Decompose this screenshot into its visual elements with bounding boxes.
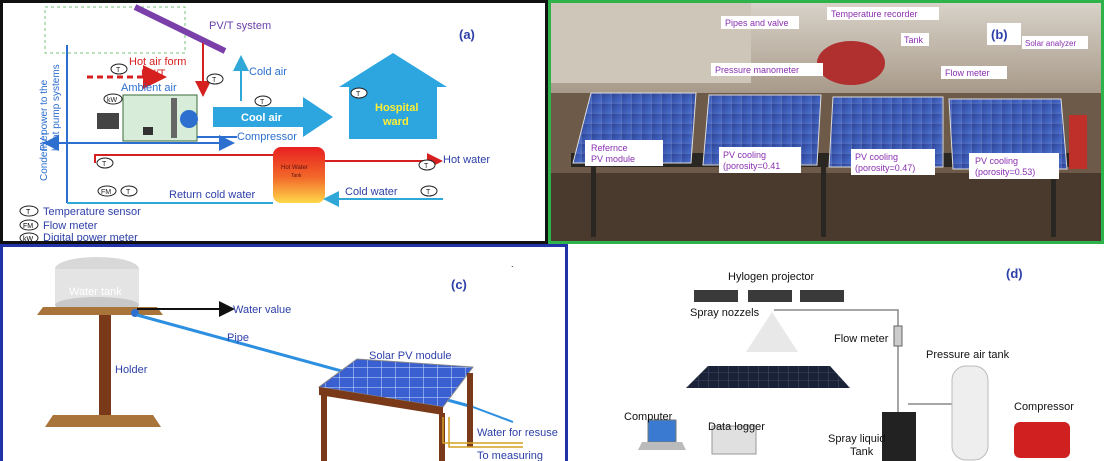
solar-analyzer-label: Solar analyzer	[1025, 39, 1076, 48]
sensor-fm-1: FM	[101, 189, 111, 196]
pvt-label: PV/T	[141, 68, 166, 80]
hot-water-label: Hot water	[443, 154, 490, 166]
tank-label-tank: Tank	[291, 173, 302, 179]
pressure-tank-label: Pressure air tank	[926, 349, 1010, 361]
data-logger-label: Data logger	[708, 421, 765, 433]
spray-nozzels-label: Spray nozzels	[690, 307, 760, 319]
tank-label-hot: Hot Water	[281, 165, 308, 171]
panel-d-svg: (d) Hylogen projector Spray nozzels Flow…	[624, 266, 1074, 461]
pv-cooling-panel-3	[948, 98, 1068, 170]
legend-temperature: Temperature sensor	[43, 206, 141, 218]
spray-liquid-label: Spray liquid	[828, 433, 885, 445]
ambient-air-label: Ambient air	[121, 82, 177, 94]
legend-kw-symbol: kW	[23, 236, 34, 241]
reference-label-2: PV module	[591, 154, 635, 164]
panel-c-water-system: . (c) Water tank Water value Pipe Holder…	[0, 244, 568, 461]
compressor-d-label: Compressor	[1014, 401, 1074, 413]
panel-b-tag: (b)	[991, 27, 1008, 42]
cool-air-arrow	[213, 97, 333, 137]
panel-a-tag: (a)	[459, 27, 475, 42]
pressure-air-tank	[951, 365, 989, 461]
pipe-label: Pipe	[227, 332, 249, 344]
pv-cooling-2-label: PV cooling	[855, 152, 898, 162]
water-tank-label: Water tank	[69, 286, 122, 298]
hospital-label: Hospital	[375, 102, 418, 114]
sensor-t-8: T	[426, 189, 431, 196]
tank-shape	[817, 41, 885, 85]
pv-power-label: PV power to the	[39, 79, 50, 151]
legend-t-symbol: T	[26, 209, 31, 216]
solar-pv-label: Solar PV module	[369, 350, 452, 362]
flow-meter-label: Flow meter	[945, 68, 990, 78]
hot-water-tank	[273, 147, 325, 203]
projector-label: Hylogen projector	[728, 271, 815, 283]
fan-icon	[180, 110, 198, 128]
panel-b-experimental-photo: Pipes and valve Temperature recorder Tan…	[548, 0, 1104, 244]
solar-panel-d	[686, 366, 850, 388]
computer-label: Computer	[624, 411, 673, 423]
sensor-symbols: T T kW T T T T FM T T	[96, 63, 438, 197]
solar-pv-module	[317, 358, 474, 408]
condenser-label: Condenser	[39, 131, 50, 181]
svg-text:.: .	[511, 259, 514, 269]
tank-label: Tank	[904, 35, 924, 45]
panel-a-heat-pump-diagram: PV/T system (a) PV power to the heat pum…	[0, 0, 548, 244]
sensor-kw-1: kW	[107, 97, 118, 104]
panel-d-tag: (d)	[1006, 266, 1023, 281]
computer-shape	[638, 442, 686, 450]
sensor-t-1: T	[116, 67, 121, 74]
pvt-panel-shape	[133, 4, 227, 54]
data-logger-shape	[711, 425, 757, 455]
cold-air-label: Cold air	[249, 66, 287, 78]
halogen-projectors	[694, 290, 844, 302]
hot-air-form-label: Hot air form	[129, 56, 186, 68]
legend-flow: Flow meter	[43, 220, 98, 232]
panel-c-svg: . (c) Water tank Water value Pipe Holder…	[37, 257, 558, 461]
pv-cooling-3-porosity: (porosity=0.53)	[975, 167, 1035, 177]
ward-label: ward	[382, 116, 409, 128]
sensor-t-4: T	[356, 91, 361, 98]
reference-label-1: Refernce	[591, 143, 628, 153]
temperature-recorder-label: Temperature recorder	[831, 9, 918, 19]
panel-a-svg: PV/T system (a) PV power to the heat pum…	[19, 4, 490, 241]
spray-tank-label: Tank	[850, 446, 874, 458]
cool-air-label: Cool air	[241, 112, 283, 124]
cold-water-label: Cold water	[345, 186, 398, 198]
panel-c-tag: (c)	[451, 277, 467, 292]
water-value-label: Water value	[233, 304, 291, 316]
panel-d-spray-system: (d) Hylogen projector Spray nozzels Flow…	[568, 244, 1104, 461]
water-reuse-label: Water for resuse	[477, 427, 558, 439]
pv-cooling-1-porosity: (porosity=0.41	[723, 161, 780, 171]
legend: T Temperature sensor FM Flow meter kW Di…	[19, 205, 141, 241]
sensor-t-3: T	[260, 99, 265, 106]
sensor-t-7: T	[126, 189, 131, 196]
pv-cooling-1-label: PV cooling	[723, 150, 766, 160]
pv-power-label-2: heat pump systems	[51, 64, 62, 151]
flow-meter-d-label: Flow meter	[834, 333, 889, 345]
return-cold-water-label: Return cold water	[169, 189, 256, 201]
pv-cooling-2-porosity: (porosity=0.47)	[855, 163, 915, 173]
pipes-valve-label: Pipes and valve	[725, 18, 789, 28]
to-measuring-label: To measuring	[477, 450, 543, 461]
sensor-t-6: T	[424, 163, 429, 170]
spray-liquid-tank	[882, 412, 916, 461]
holder-label: Holder	[115, 364, 148, 376]
legend-power: Digital power meter	[43, 232, 138, 241]
holder-pole	[99, 315, 111, 415]
pv-cooling-3-label: PV cooling	[975, 156, 1018, 166]
sensor-t-5: T	[102, 161, 107, 168]
pvt-system-label: PV/T system	[209, 20, 271, 32]
pressure-manometer-label: Pressure manometer	[715, 65, 799, 75]
compressor-label: Compressor	[237, 131, 297, 143]
legend-fm-symbol: FM	[23, 223, 33, 230]
panel-b-svg: Pipes and valve Temperature recorder Tan…	[551, 3, 1101, 241]
compressor-shape	[1014, 422, 1070, 458]
spray-cone	[746, 312, 798, 352]
sensor-t-2: T	[212, 77, 217, 84]
